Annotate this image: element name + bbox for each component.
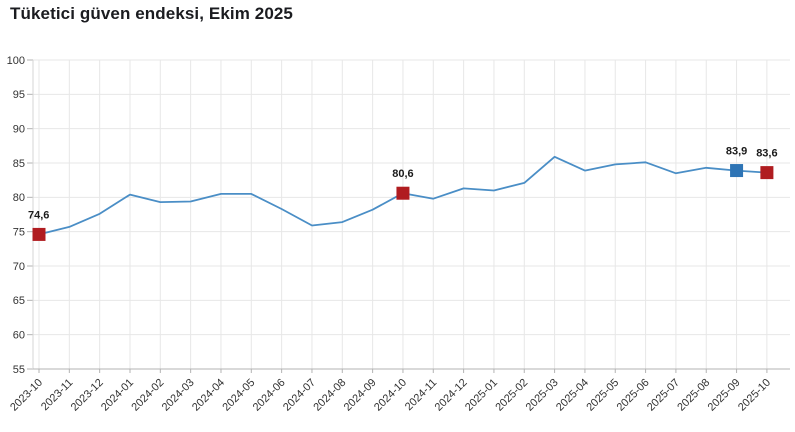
y-axis-tick-label: 80 bbox=[13, 192, 25, 204]
y-axis-tick-label: 100 bbox=[7, 55, 25, 67]
y-axis-tick-label: 55 bbox=[13, 364, 25, 376]
axis-labels-group: 5560657075808590951002023-102023-112023-… bbox=[7, 55, 773, 414]
x-axis-tick-label: 2025-02 bbox=[493, 377, 530, 414]
x-axis-tick-label: 2024-06 bbox=[251, 377, 288, 414]
x-axis-tick-label: 2024-02 bbox=[129, 377, 166, 414]
chart-title: Tüketici güven endeksi, Ekim 2025 bbox=[10, 4, 293, 23]
x-axis-tick-label: 2024-09 bbox=[342, 377, 379, 414]
x-axis-tick-label: 2024-12 bbox=[433, 377, 470, 414]
x-axis-tick-label: 2024-04 bbox=[190, 377, 227, 414]
x-axis-tick-label: 2024-07 bbox=[281, 377, 318, 414]
x-axis-tick-label: 2024-10 bbox=[372, 377, 409, 414]
y-axis-tick-label: 75 bbox=[13, 227, 25, 239]
y-axis-tick-label: 90 bbox=[13, 124, 25, 136]
x-axis-tick-label: 2025-06 bbox=[615, 377, 652, 414]
x-axis-tick-label: 2024-08 bbox=[311, 377, 348, 414]
axes-group bbox=[27, 59, 790, 373]
data-point-label: 74,6 bbox=[28, 209, 49, 221]
marked-points-group: 74,6 80,6 83,9 83,6 bbox=[28, 146, 778, 241]
data-point-marker[interactable] bbox=[396, 186, 410, 200]
x-axis-tick-label: 2023-12 bbox=[69, 377, 106, 414]
data-point-label: 83,9 bbox=[726, 146, 747, 158]
y-axis-tick-label: 65 bbox=[13, 295, 25, 307]
x-axis-tick-label: 2025-05 bbox=[584, 377, 621, 414]
data-point-label: 83,6 bbox=[756, 148, 777, 160]
x-axis-tick-label: 2024-05 bbox=[220, 377, 257, 414]
y-axis-tick-label: 60 bbox=[13, 330, 25, 342]
x-axis-tick-label: 2025-04 bbox=[554, 377, 591, 414]
x-axis-tick-label: 2025-03 bbox=[524, 377, 561, 414]
x-axis-tick-label: 2025-01 bbox=[463, 377, 500, 414]
x-axis-tick-label: 2025-08 bbox=[675, 377, 712, 414]
data-point-marker[interactable] bbox=[730, 164, 744, 178]
x-axis-tick-label: 2025-07 bbox=[645, 377, 682, 414]
x-axis-tick-label: 2024-03 bbox=[160, 377, 197, 414]
y-axis-tick-label: 95 bbox=[13, 89, 25, 101]
x-axis-tick-label: 2023-10 bbox=[8, 377, 45, 414]
x-axis-tick-label: 2024-01 bbox=[99, 377, 136, 414]
x-axis-tick-label: 2025-09 bbox=[706, 377, 743, 414]
y-axis-tick-label: 70 bbox=[13, 261, 25, 273]
gridlines-group bbox=[33, 59, 790, 370]
data-point-marker[interactable] bbox=[32, 227, 46, 241]
y-axis-tick-label: 85 bbox=[13, 158, 25, 170]
data-point-marker[interactable] bbox=[760, 166, 774, 180]
data-point-label: 80,6 bbox=[392, 168, 413, 180]
x-axis-tick-label: 2025-10 bbox=[736, 377, 773, 414]
